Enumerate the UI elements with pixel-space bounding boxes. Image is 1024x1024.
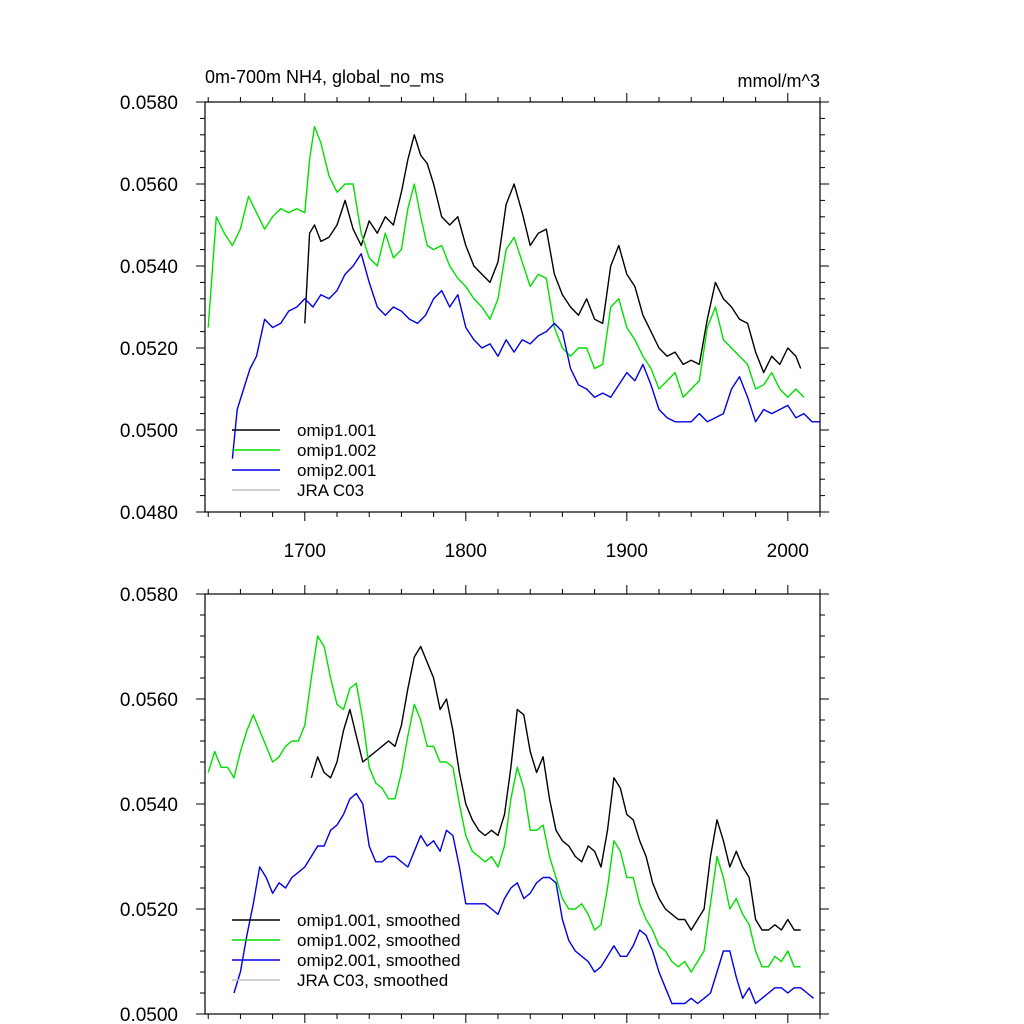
x-tick-label: 2000 xyxy=(767,541,809,562)
legend-label: omip2.001, smoothed xyxy=(297,951,461,970)
bottom-axis-ticks xyxy=(196,585,829,1023)
y-tick-label: 0.0520 xyxy=(120,339,178,360)
top-panel: 0m-700m NH4, global_no_ms mmol/m^3 0.048… xyxy=(120,67,829,562)
bottom-y-tick-labels: 0.0500 0.0520 0.0540 0.0560 0.0580 xyxy=(120,585,178,1024)
legend-label: omip1.002, smoothed xyxy=(297,931,461,950)
units-label: mmol/m^3 xyxy=(738,71,820,91)
top-series-group xyxy=(207,125,820,459)
chart-title: 0m-700m NH4, global_no_ms xyxy=(205,67,444,88)
x-tick-label: 1700 xyxy=(284,541,326,562)
series-line-omip2-001-smoothed xyxy=(233,792,815,1005)
legend-label: omip1.001, smoothed xyxy=(297,911,461,930)
series-line-omip1-001-smoothed xyxy=(310,645,801,931)
x-tick-label: 1900 xyxy=(606,541,648,562)
legend-label: omip1.001 xyxy=(297,421,376,440)
series-line-omip1-001 xyxy=(304,134,802,374)
y-tick-label: 0.0540 xyxy=(120,795,178,816)
y-tick-label: 0.0580 xyxy=(120,585,178,606)
x-tick-label: 1800 xyxy=(445,541,487,562)
y-tick-label: 0.0560 xyxy=(120,175,178,196)
bottom-panel: 0.0500 0.0520 0.0540 0.0560 0.0580 omip1.001… xyxy=(120,585,829,1024)
series-line-omip1-002-smoothed xyxy=(207,635,801,973)
y-tick-label: 0.0580 xyxy=(120,93,178,114)
legend-label: omip2.001 xyxy=(297,461,376,480)
y-tick-label: 0.0500 xyxy=(120,1005,178,1024)
bottom-series-group xyxy=(207,635,815,1005)
bottom-plot-frame xyxy=(204,593,821,1015)
y-tick-label: 0.0480 xyxy=(120,503,178,524)
top-plot-frame xyxy=(204,101,821,513)
top-x-tick-labels: 1700 1800 1900 2000 xyxy=(284,541,809,562)
y-tick-label: 0.0520 xyxy=(120,900,178,921)
top-axis-ticks xyxy=(196,93,829,521)
y-tick-label: 0.0540 xyxy=(120,257,178,278)
series-line-omip1-002 xyxy=(207,125,805,398)
y-tick-label: 0.0500 xyxy=(120,421,178,442)
legend-label: omip1.002 xyxy=(297,441,376,460)
top-y-tick-labels: 0.0480 0.0500 0.0520 0.0540 0.0560 0.0580 xyxy=(120,93,178,524)
series-line-omip2-001 xyxy=(231,252,820,459)
legend-label: JRA C03 xyxy=(297,481,364,500)
legend-label: JRA C03, smoothed xyxy=(297,971,448,990)
y-tick-label: 0.0560 xyxy=(120,690,178,711)
